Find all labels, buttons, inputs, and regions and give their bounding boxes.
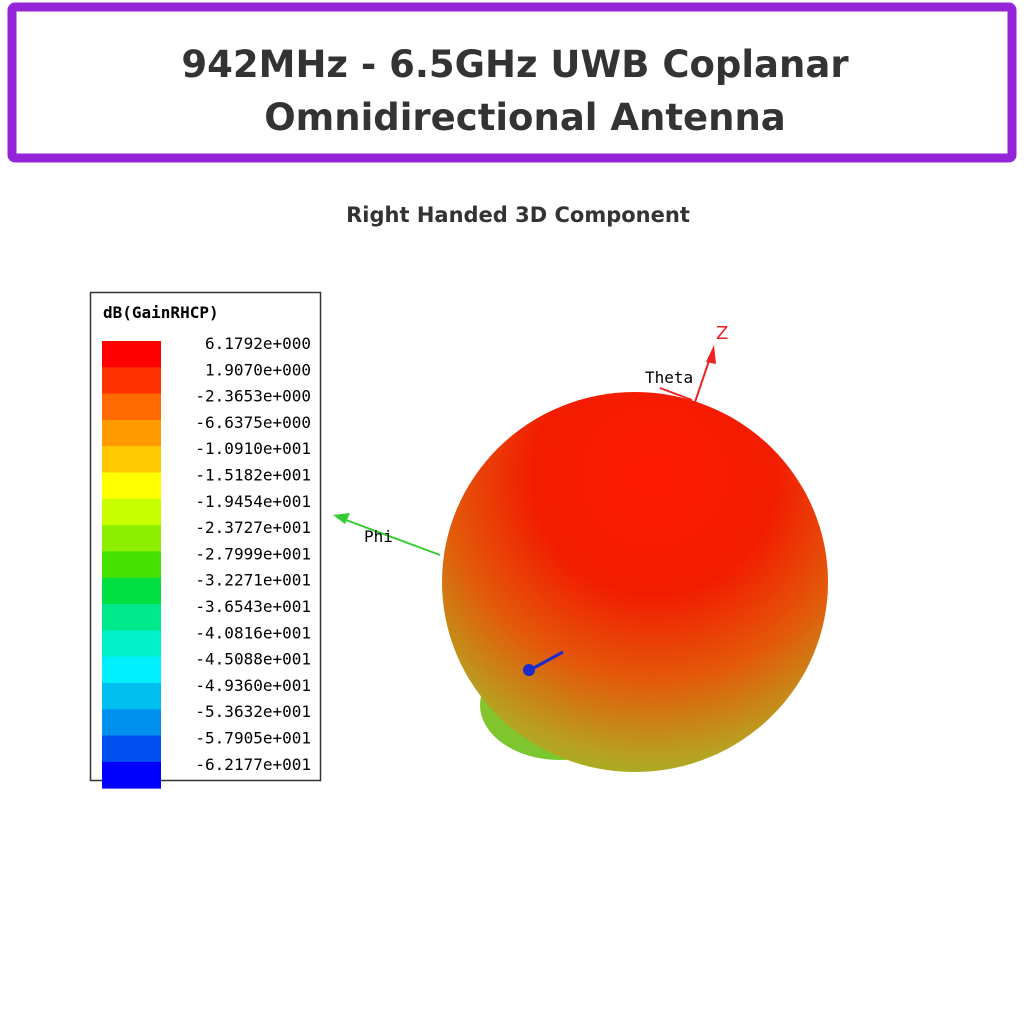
theta-axis: [659, 387, 693, 401]
phi-label: Phi: [364, 527, 393, 546]
title-box: [7, 2, 1017, 163]
legend-swatch: [102, 735, 161, 763]
legend-label: -1.9454e+001: [195, 492, 311, 511]
legend-label: -6.6375e+000: [195, 413, 311, 432]
legend-label: -3.6543e+001: [195, 597, 311, 616]
legend-swatch: [102, 656, 161, 684]
legend-label: 1.9070e+000: [205, 360, 311, 379]
legend-swatch: [102, 604, 161, 631]
legend-label: -4.0816e+001: [195, 623, 311, 642]
legend: 6.1792e+000 1.9070e+000 -2.3653e+000 -6.637…: [102, 334, 311, 789]
legend-swatch: [102, 525, 161, 552]
legend-label: -4.9360e+001: [195, 676, 311, 695]
legend-label: -4.5088e+001: [195, 650, 311, 669]
legend-label: -2.3727e+001: [195, 518, 311, 537]
legend-swatch: [102, 498, 161, 526]
theta-label: Theta: [645, 368, 693, 387]
legend-swatch: [102, 551, 161, 579]
legend-swatch: [102, 630, 161, 658]
main-lobe: [442, 392, 828, 772]
legend-swatch: [102, 472, 161, 500]
x-axis: [529, 650, 564, 672]
legend-label: -6.2177e+001: [195, 755, 311, 774]
title-line: Omnidirectional Antenna: [264, 96, 786, 139]
legend-label: -1.5182e+001: [195, 466, 311, 485]
legend-label: -3.2271e+001: [195, 571, 311, 590]
legend-label: -2.3653e+000: [195, 387, 311, 406]
pattern-plot: Phi Z Theta: [333, 323, 828, 772]
legend-label: -2.7999e+001: [195, 544, 311, 563]
legend-swatch: [102, 341, 161, 368]
arrow: [333, 513, 350, 524]
title-line: 942MHz - 6.5GHz UWB Coplanar: [181, 43, 849, 86]
legend-swatch: [102, 761, 161, 789]
legend-title: dB(GainRHCP): [103, 303, 219, 322]
legend-swatch: [102, 367, 161, 395]
axis-origin: [523, 664, 535, 676]
legend-swatch: [102, 577, 161, 605]
legend-label: -5.7905e+001: [195, 729, 311, 748]
legend-swatch: [102, 682, 161, 710]
arrow: [706, 345, 716, 364]
subtitle: Right Handed 3D Component: [346, 203, 690, 227]
legend-swatch: [102, 393, 161, 421]
phi-axis: [337, 516, 441, 556]
legend-label: -5.3632e+001: [195, 702, 311, 721]
legend-swatch: [102, 709, 161, 736]
z-label: Z: [716, 323, 728, 344]
legend-label: 6.1792e+000: [205, 334, 311, 353]
legend-label: -1.0910e+001: [195, 439, 311, 458]
legend-swatch: [102, 419, 161, 447]
legend-swatch: [102, 446, 161, 473]
